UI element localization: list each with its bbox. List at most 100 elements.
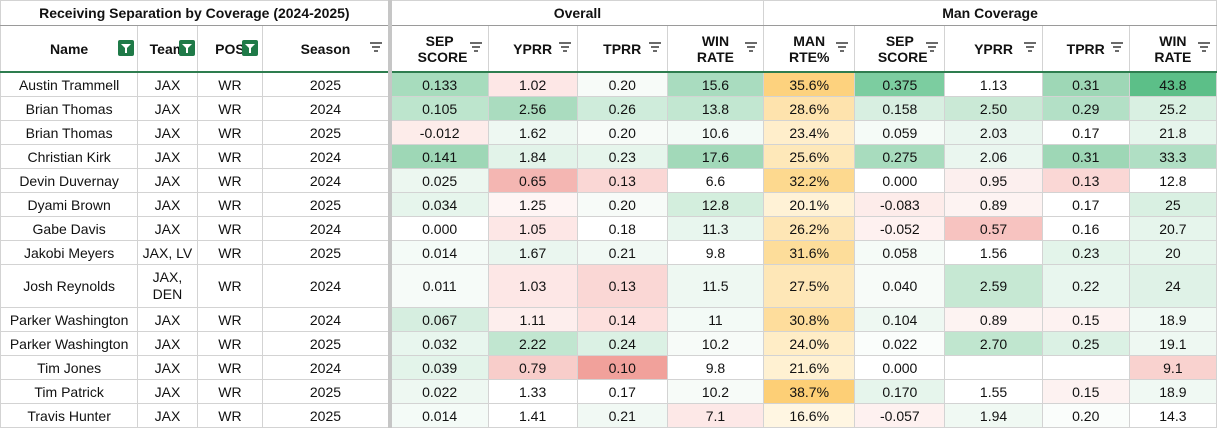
cell-man-sep-score[interactable]: 0.040 [854,264,946,308]
cell-team[interactable]: JAX [137,96,198,121]
cell-man-rte[interactable]: 30.8% [763,307,856,332]
cell-man-sep-score[interactable]: -0.052 [854,216,946,241]
cell-man-yprr[interactable]: 0.95 [944,168,1043,193]
cell-man-tprr[interactable]: 0.22 [1041,264,1130,308]
cell-pos[interactable]: WR [196,120,264,145]
cell-man-rte[interactable]: 31.6% [763,240,856,265]
cell-team[interactable]: JAX [137,71,198,97]
cell-man-sep-score[interactable]: 0.000 [854,168,946,193]
filter-icon[interactable] [118,40,135,56]
cell-man-win-rate[interactable]: 9.1 [1128,355,1217,380]
cell-sep-score[interactable]: 0.141 [387,144,489,169]
cell-team[interactable]: JAX [137,216,198,241]
col-header-name[interactable]: Name [0,25,139,73]
cell-man-tprr[interactable]: 0.17 [1041,192,1130,217]
cell-yprr[interactable]: 1.67 [487,240,578,265]
sort-menu-icon[interactable] [469,41,482,52]
cell-yprr[interactable]: 2.22 [487,331,578,356]
cell-yprr[interactable]: 1.02 [487,71,578,97]
cell-man-rte[interactable]: 27.5% [763,264,856,308]
col-header-pos[interactable]: POS [196,25,264,73]
cell-win-rate[interactable]: 12.8 [666,192,765,217]
cell-season[interactable]: 2024 [262,216,391,241]
cell-team[interactable]: JAX [137,307,198,332]
sort-menu-icon[interactable] [558,41,571,52]
cell-name[interactable]: Dyami Brown [0,192,139,217]
cell-man-tprr[interactable]: 0.29 [1041,96,1130,121]
cell-man-tprr[interactable] [1041,355,1130,380]
cell-win-rate[interactable]: 9.8 [666,355,765,380]
cell-team[interactable]: JAX [137,355,198,380]
cell-tprr[interactable]: 0.20 [576,192,668,217]
cell-season[interactable]: 2025 [262,403,391,428]
cell-name[interactable]: Devin Duvernay [0,168,139,193]
cell-tprr[interactable]: 0.21 [576,240,668,265]
cell-yprr[interactable]: 1.03 [487,264,578,308]
cell-man-sep-score[interactable]: 0.104 [854,307,946,332]
cell-season[interactable]: 2024 [262,355,391,380]
cell-team[interactable]: JAX, LV [137,240,198,265]
cell-man-sep-score[interactable]: -0.083 [854,192,946,217]
cell-name[interactable]: Tim Patrick [0,379,139,404]
sort-menu-icon[interactable] [1110,41,1123,52]
cell-man-yprr[interactable] [944,355,1043,380]
cell-man-yprr[interactable]: 2.50 [944,96,1043,121]
cell-win-rate[interactable]: 15.6 [666,71,765,97]
cell-tprr[interactable]: 0.13 [576,264,668,308]
col-header-tprr[interactable]: TPRR [576,25,668,73]
cell-win-rate[interactable]: 10.2 [666,331,765,356]
cell-man-yprr[interactable]: 0.89 [944,307,1043,332]
cell-name[interactable]: Tim Jones [0,355,139,380]
cell-win-rate[interactable]: 17.6 [666,144,765,169]
cell-pos[interactable]: WR [196,379,264,404]
cell-man-tprr[interactable]: 0.17 [1041,120,1130,145]
cell-team[interactable]: JAX, DEN [137,264,198,308]
cell-man-win-rate[interactable]: 18.9 [1128,307,1217,332]
cell-man-tprr[interactable]: 0.15 [1041,379,1130,404]
cell-man-yprr[interactable]: 2.03 [944,120,1043,145]
cell-win-rate[interactable]: 10.2 [666,379,765,404]
cell-tprr[interactable]: 0.20 [576,120,668,145]
cell-man-rte[interactable]: 26.2% [763,216,856,241]
cell-man-tprr[interactable]: 0.20 [1041,403,1130,428]
cell-man-yprr[interactable]: 1.13 [944,71,1043,97]
sort-menu-icon[interactable] [836,41,849,52]
cell-man-tprr[interactable]: 0.16 [1041,216,1130,241]
cell-team[interactable]: JAX [137,192,198,217]
cell-man-rte[interactable]: 35.6% [763,71,856,97]
cell-name[interactable]: Brian Thomas [0,96,139,121]
cell-season[interactable]: 2024 [262,96,391,121]
cell-pos[interactable]: WR [196,96,264,121]
cell-win-rate[interactable]: 11 [666,307,765,332]
cell-yprr[interactable]: 0.65 [487,168,578,193]
col-header-man-rte[interactable]: MAN RTE% [763,25,856,73]
cell-man-rte[interactable]: 28.6% [763,96,856,121]
col-header-team[interactable]: Team [137,25,198,73]
cell-man-yprr[interactable]: 0.57 [944,216,1043,241]
cell-tprr[interactable]: 0.13 [576,168,668,193]
cell-season[interactable]: 2024 [262,168,391,193]
cell-pos[interactable]: WR [196,144,264,169]
cell-sep-score[interactable]: 0.014 [387,403,489,428]
cell-man-sep-score[interactable]: 0.000 [854,355,946,380]
cell-man-win-rate[interactable]: 25 [1128,192,1217,217]
cell-tprr[interactable]: 0.24 [576,331,668,356]
cell-yprr[interactable]: 0.79 [487,355,578,380]
cell-pos[interactable]: WR [196,71,264,97]
cell-sep-score[interactable]: 0.039 [387,355,489,380]
cell-man-win-rate[interactable]: 33.3 [1128,144,1217,169]
cell-man-yprr[interactable]: 2.59 [944,264,1043,308]
cell-name[interactable]: Brian Thomas [0,120,139,145]
cell-man-sep-score[interactable]: -0.057 [854,403,946,428]
sort-menu-icon[interactable] [648,41,661,52]
cell-tprr[interactable]: 0.26 [576,96,668,121]
filter-icon[interactable] [178,40,195,56]
cell-man-yprr[interactable]: 1.55 [944,379,1043,404]
cell-pos[interactable]: WR [196,403,264,428]
cell-sep-score[interactable]: 0.025 [387,168,489,193]
cell-sep-score[interactable]: 0.032 [387,331,489,356]
cell-name[interactable]: Josh Reynolds [0,264,139,308]
cell-win-rate[interactable]: 7.1 [666,403,765,428]
cell-man-win-rate[interactable]: 43.8 [1128,71,1217,97]
cell-man-sep-score[interactable]: 0.158 [854,96,946,121]
